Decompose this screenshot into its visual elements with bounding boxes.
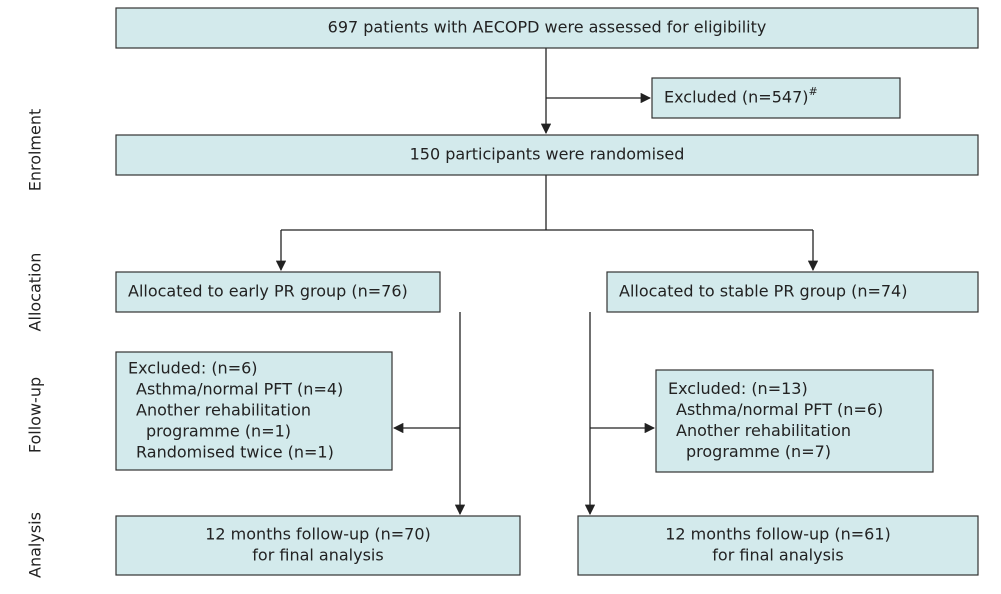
node-box <box>115 7 979 49</box>
stage-labels: Enrolment Allocation Follow-up Analysis <box>26 109 45 578</box>
node-box <box>577 515 979 576</box>
footnote-marker: # <box>809 85 818 98</box>
node-text: 150 participants were randomised <box>410 145 685 164</box>
node-box <box>115 515 521 576</box>
node-text: Another rehabilitation <box>136 401 311 420</box>
node-box <box>115 271 441 313</box>
node-text: 12 months follow-up (n=61) <box>665 525 891 544</box>
node-text: programme (n=7) <box>686 442 831 461</box>
node-text: Excluded: (n=6) <box>128 359 258 378</box>
node-text: Excluded (n=547)# <box>664 85 818 107</box>
connectors <box>275 48 819 516</box>
node-text: for final analysis <box>712 546 843 565</box>
node-text: Randomised twice (n=1) <box>136 443 334 462</box>
node-text: 697 patients with AECOPD were assessed f… <box>328 18 767 37</box>
node-text: Asthma/normal PFT (n=4) <box>136 380 343 399</box>
node-text: Allocated to stable PR group (n=74) <box>619 282 907 301</box>
node-text: Another rehabilitation <box>676 421 851 440</box>
node-text: programme (n=1) <box>146 422 291 441</box>
stage-label: Follow-up <box>26 377 45 453</box>
node-text: 12 months follow-up (n=70) <box>205 525 431 544</box>
boxes: 697 patients with AECOPD were assessed f… <box>115 7 979 576</box>
node-text: for final analysis <box>252 546 383 565</box>
node-text: Excluded: (n=13) <box>668 379 808 398</box>
node-box <box>651 77 901 119</box>
node-box <box>115 351 393 471</box>
node-box <box>115 134 979 176</box>
stage-label: Allocation <box>26 253 45 332</box>
node-text: Asthma/normal PFT (n=6) <box>676 400 883 419</box>
stage-label: Analysis <box>26 512 45 578</box>
stage-label: Enrolment <box>26 109 45 192</box>
node-box <box>655 369 934 473</box>
node-text: Allocated to early PR group (n=76) <box>128 282 408 301</box>
node-box <box>606 271 979 313</box>
